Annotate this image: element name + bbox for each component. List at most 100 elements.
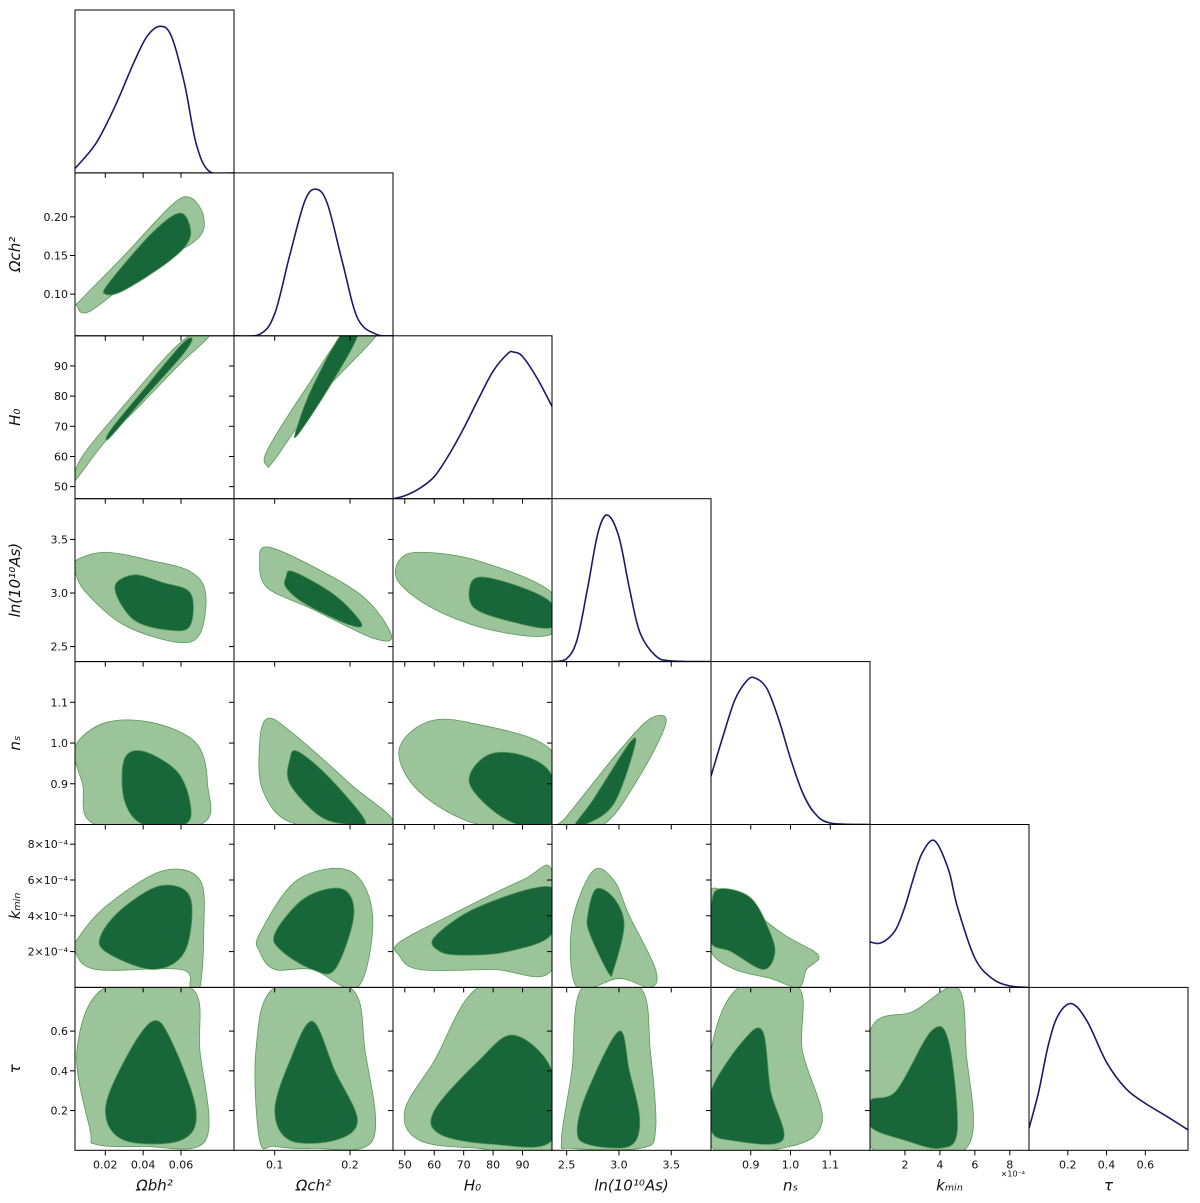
inner-contour xyxy=(468,576,552,629)
x-axis-label: nₛ xyxy=(783,1176,798,1194)
inner-contour xyxy=(98,884,193,970)
inner-contour xyxy=(870,1025,958,1149)
contour-panel xyxy=(75,868,205,988)
panel-frame xyxy=(74,9,235,174)
inner-contour xyxy=(586,887,625,978)
y-tick-label: 0.10 xyxy=(44,288,69,301)
contour-panel xyxy=(711,987,823,1151)
inner-contour xyxy=(114,574,194,632)
inner-contour xyxy=(430,1034,552,1148)
x-tick-label: 1.0 xyxy=(782,1158,800,1171)
x-tick-label: 60 xyxy=(427,1158,441,1171)
x-axis-label: ln(10¹⁰As) xyxy=(594,1176,669,1194)
inner-contour xyxy=(121,750,192,825)
contour-panel xyxy=(259,546,392,642)
y-axis-label: kₘᵢₙ xyxy=(6,893,24,920)
panel-frame xyxy=(1028,986,1189,1151)
marginal-curve xyxy=(870,839,1029,988)
contour-panel xyxy=(393,864,552,978)
x-axis-label: Ωbh² xyxy=(135,1176,173,1194)
y-axis-label: ln(10¹⁰As) xyxy=(6,543,24,618)
inner-contour xyxy=(274,1020,358,1144)
y-tick-label: 3.0 xyxy=(51,587,69,600)
outer-contour xyxy=(263,335,377,468)
y-tick-label: 0.15 xyxy=(44,250,69,263)
contour-panel xyxy=(263,335,377,468)
panel-frame xyxy=(551,498,712,663)
x-offset-label: ×10⁻⁴ xyxy=(1001,1169,1025,1178)
contour-panel xyxy=(255,868,374,988)
panel-frame xyxy=(710,661,871,825)
contour-panel xyxy=(75,196,205,314)
x-tick-label: 0.9 xyxy=(742,1158,760,1171)
x-tick-label: 0.4 xyxy=(1098,1158,1116,1171)
inner-contour xyxy=(105,337,193,441)
x-axis-label: τ xyxy=(1104,1176,1114,1194)
y-tick-label: 0.4 xyxy=(51,1065,69,1078)
x-tick-label: 90 xyxy=(516,1158,530,1171)
y-tick-label: 0.20 xyxy=(44,211,69,224)
marginal-panel xyxy=(234,188,393,336)
marginal-curve xyxy=(234,188,393,336)
contour-panel xyxy=(258,717,393,825)
y-tick-label: 3.5 xyxy=(51,533,69,546)
marginal-panel xyxy=(1029,1002,1188,1131)
inner-contour xyxy=(283,570,363,628)
contour-panel xyxy=(75,719,212,825)
x-axis-label: Ωch² xyxy=(295,1176,331,1194)
x-tick-label: 70 xyxy=(457,1158,471,1171)
y-tick-label: 0.2 xyxy=(51,1105,69,1118)
x-tick-label: 2 xyxy=(901,1158,908,1171)
x-tick-label: 0.04 xyxy=(131,1158,156,1171)
contour-panel xyxy=(398,718,552,825)
inner-contour xyxy=(286,750,367,825)
y-axis-label: Ωch² xyxy=(6,237,24,273)
marginal-panel xyxy=(393,350,552,499)
x-axis-label: H₀ xyxy=(464,1176,481,1194)
y-tick-label: 2.5 xyxy=(51,641,69,654)
inner-contour xyxy=(711,1027,785,1145)
contour-panel xyxy=(870,987,974,1151)
outer-contour xyxy=(75,335,210,482)
y-axis-label: H₀ xyxy=(6,409,24,426)
x-tick-label: 0.02 xyxy=(93,1158,118,1171)
marginal-panel xyxy=(552,514,711,662)
contour-panel xyxy=(75,551,207,644)
contour-panel xyxy=(711,887,820,988)
contour-panel xyxy=(254,987,377,1151)
x-tick-label: 6 xyxy=(971,1158,978,1171)
panel-frame xyxy=(233,335,394,500)
contour-panel xyxy=(560,987,657,1151)
y-tick-label: 0.9 xyxy=(51,778,69,791)
contour-panel xyxy=(555,714,667,825)
y-tick-label: 80 xyxy=(54,390,68,403)
x-tick-label: 80 xyxy=(486,1158,500,1171)
inner-contour xyxy=(272,887,355,975)
x-tick-label: 0.1 xyxy=(266,1158,284,1171)
marginal-curve xyxy=(711,676,870,825)
inner-contour xyxy=(468,751,552,825)
contour-panel xyxy=(76,987,210,1150)
contour-panel xyxy=(569,867,658,988)
y-axis-label: τ xyxy=(6,1063,24,1073)
panel-frame xyxy=(869,824,1030,988)
y-tick-label: 50 xyxy=(54,481,68,494)
inner-contour xyxy=(102,212,192,296)
y-tick-label: 6×10⁻⁴ xyxy=(28,874,69,887)
x-tick-label: 0.6 xyxy=(1137,1158,1155,1171)
x-tick-label: 0.2 xyxy=(341,1158,359,1171)
x-tick-label: 3.0 xyxy=(610,1158,628,1171)
x-tick-label: 50 xyxy=(398,1158,412,1171)
marginal-curve xyxy=(393,350,552,499)
inner-contour xyxy=(104,1020,197,1145)
inner-contour xyxy=(294,335,358,439)
y-tick-label: 60 xyxy=(54,450,68,463)
inner-contour xyxy=(431,885,552,956)
outer-contour xyxy=(555,714,667,825)
y-tick-label: 1.0 xyxy=(51,737,69,750)
marginal-curve xyxy=(552,514,711,662)
y-tick-label: 0.6 xyxy=(51,1025,69,1038)
x-tick-label: 3.5 xyxy=(663,1158,681,1171)
x-tick-label: 2.5 xyxy=(558,1158,576,1171)
